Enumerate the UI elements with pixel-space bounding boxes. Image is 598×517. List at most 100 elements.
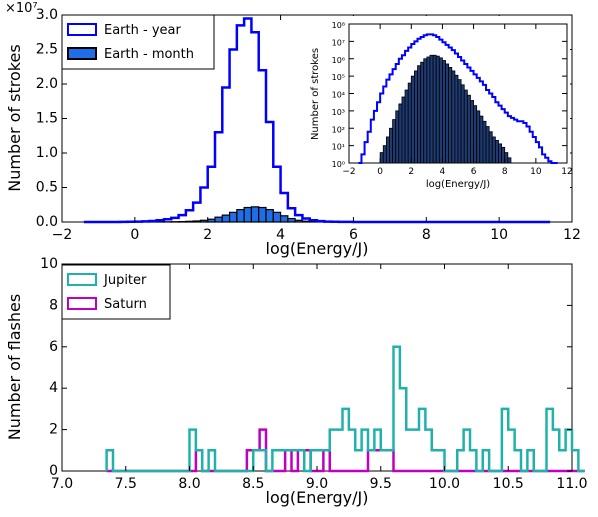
earth-month-bar	[228, 211, 238, 223]
inset-y-tick-label: 10⁶	[332, 56, 345, 65]
earth-month-bar	[287, 217, 296, 223]
inset-earth-month-bar	[479, 115, 484, 164]
inset-earth-month-bar	[382, 145, 387, 164]
earth-month-bar	[199, 219, 209, 223]
inset-x-tick-label: 2	[408, 167, 414, 177]
inset-x-tick-label: 10	[530, 167, 542, 177]
bottom-x-tick-label: 9.5	[370, 476, 392, 492]
inset-earth-month-bar	[420, 61, 425, 164]
inset-x-tick-label: −2	[342, 167, 355, 177]
bottom-y-tick-label: 0	[49, 463, 58, 479]
inset-panel: −2 0 2 4 6 8 10 12 10⁰10¹10²10³10⁴10⁵10⁶10⁷10⁸ …	[310, 16, 573, 190]
inset-y-tick-label: 10⁵	[332, 73, 345, 82]
bottom-x-tick-label: 7.5	[115, 476, 137, 492]
top-x-tick-label: 6	[349, 227, 358, 243]
jupiter-step-line	[105, 345, 585, 473]
inset-x-tick-label: 12	[561, 167, 572, 177]
inset-earth-month-bar	[398, 103, 403, 164]
inset-y-tick-label: 10⁴	[332, 91, 345, 100]
bottom-x-axis-label: log(Energy/J)	[266, 488, 369, 507]
bottom-y-axis-label: Number of flashes	[5, 294, 24, 440]
bottom-y-tick-label: 4	[49, 380, 58, 396]
bottom-x-tick-label: 11.0	[556, 476, 587, 492]
inset-earth-month-bar	[401, 96, 406, 164]
earth-month-bar	[294, 219, 304, 223]
earth-month-bar	[214, 216, 223, 223]
inset-y-ticks: 10⁰ 10¹ 10² 10³ 10⁴ 10⁵ 10⁶ 10⁷ 10⁸	[332, 21, 567, 169]
top-x-tick-label: 8	[422, 227, 431, 243]
inset-earth-month-bar	[432, 54, 437, 164]
inset-earth-month-bar	[457, 79, 462, 164]
top-y-tick-label: 2.0	[36, 76, 58, 92]
inset-earth-month-bar	[454, 74, 459, 164]
inset-earth-month-bar	[417, 65, 422, 164]
legend-swatch-earth-year	[67, 23, 97, 36]
bottom-y-tick-label: 8	[49, 297, 58, 313]
top-x-tick-label: 2	[203, 227, 212, 243]
inset-earth-month-bar	[463, 89, 468, 164]
earth-month-bar	[207, 218, 216, 223]
legend-swatch-earth-month	[67, 47, 97, 60]
inset-month-bars	[379, 54, 512, 164]
legend-label-saturn: Saturn	[104, 297, 147, 312]
legend-label-earth-month: Earth - month	[104, 47, 194, 62]
earth-month-bar	[272, 211, 282, 223]
inset-earth-month-bar	[385, 136, 390, 164]
inset-x-tick-label: 6	[471, 167, 477, 177]
inset-y-tick-label: 10³	[332, 108, 345, 117]
inset-earth-month-bar	[494, 140, 499, 164]
earth-month-bar	[279, 215, 289, 223]
inset-x-tick-label: 0	[377, 167, 383, 177]
top-legend: Earth - year Earth - month	[61, 14, 215, 70]
top-y-multiplier: ×10⁷	[5, 1, 38, 16]
inset-earth-month-bar	[485, 126, 490, 164]
bottom-y-tick-label: 2	[49, 422, 58, 438]
inset-earth-month-bar	[476, 110, 481, 164]
bottom-y-tick-label: 10	[40, 256, 58, 272]
earth-month-bar	[221, 214, 231, 223]
top-panel: −2 0 2 4 6 8 10 12 0.0 0.5 1.0 1.5 2.0 2.5 3.0 ×10⁷ l…	[5, 1, 581, 258]
bottom-panel: 7.0 7.5 8.0 8.5 9.0 9.5 10.0 10.5 11.0 0 2 4 6 8 10 l…	[5, 256, 588, 507]
top-x-tick-label: −2	[52, 227, 73, 243]
inset-earth-month-bar	[451, 70, 456, 164]
legend-label-jupiter: Jupiter	[103, 273, 147, 288]
inset-earth-month-bar	[423, 58, 428, 164]
inset-y-tick-label: 10⁰	[332, 160, 345, 169]
inset-x-ticks: −2 0 2 4 6 8 10 12	[342, 24, 573, 177]
bottom-y-tick-label: 6	[49, 339, 58, 355]
inset-year-step-line	[358, 33, 558, 164]
top-x-tick-label: 0	[130, 227, 139, 243]
inset-earth-month-bar	[470, 100, 474, 164]
inset-earth-month-bar	[442, 60, 446, 164]
earth-month-bar	[243, 206, 253, 223]
inset-earth-month-bar	[466, 94, 471, 164]
inset-earth-month-bar	[389, 127, 394, 164]
earth-month-bar	[185, 220, 194, 223]
inset-earth-month-bar	[473, 105, 478, 164]
inset-x-tick-label: 4	[440, 167, 446, 177]
inset-earth-month-bar	[395, 110, 400, 164]
inset-y-tick-label: 10⁷	[332, 38, 345, 47]
top-y-tick-label: 2.5	[36, 42, 58, 58]
earth-month-bar	[265, 208, 274, 223]
top-y-tick-label: 0.5	[36, 180, 58, 196]
top-x-axis-label: log(Energy/J)	[266, 239, 369, 258]
inset-earth-month-bar	[507, 157, 512, 164]
top-x-tick-label: 4	[276, 227, 285, 243]
earth-month-bar	[192, 220, 202, 223]
inset-earth-month-bar	[435, 55, 440, 164]
inset-earth-month-bar	[426, 56, 431, 164]
top-x-tick-label: 12	[563, 227, 581, 243]
top-y-tick-label: 3.0	[36, 7, 58, 23]
bottom-x-tick-label: 7.0	[51, 476, 73, 492]
bottom-x-tick-label: 8.5	[242, 476, 264, 492]
legend-swatch-jupiter	[67, 273, 97, 286]
inset-earth-month-bar	[445, 63, 450, 164]
bottom-x-tick-label: 9.0	[306, 476, 328, 492]
legend-label-earth-year: Earth - year	[104, 23, 181, 38]
inset-earth-month-bar	[438, 57, 443, 164]
bottom-x-ticks: 7.0 7.5 8.0 8.5 9.0 9.5 10.0 10.5 11.0	[51, 264, 588, 492]
inset-earth-month-bar	[488, 131, 493, 164]
earth-month-bar	[258, 206, 267, 223]
